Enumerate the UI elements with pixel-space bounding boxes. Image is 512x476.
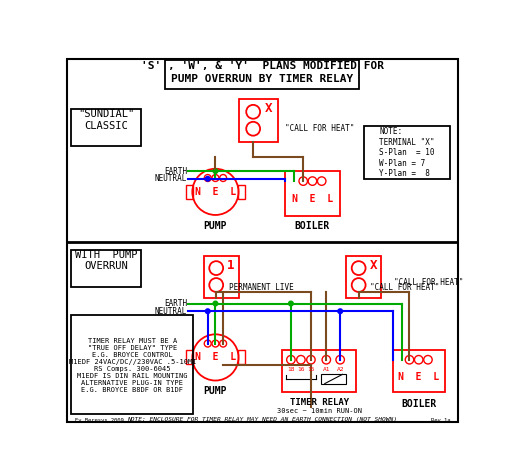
Text: 'S' , 'W', & 'Y'  PLANS MODIFIED FOR: 'S' , 'W', & 'Y' PLANS MODIFIED FOR (141, 61, 384, 71)
Text: EARTH: EARTH (164, 299, 187, 308)
Text: TIMER RELAY: TIMER RELAY (290, 397, 349, 407)
Text: EARTH: EARTH (164, 167, 187, 176)
Text: BOILER: BOILER (401, 398, 436, 408)
Text: PUMP: PUMP (204, 221, 227, 231)
Circle shape (213, 169, 218, 173)
Circle shape (338, 309, 343, 314)
Text: 30sec ~ 10min RUN-ON: 30sec ~ 10min RUN-ON (277, 408, 362, 414)
Text: N  E  L: N E L (398, 372, 439, 382)
Text: PERMANENT LIVE: PERMANENT LIVE (229, 283, 294, 292)
Text: NOTE: ENCLOSURE FOR TIMER RELAY MAY NEED AN EARTH CONNECTION (NOT SHOWN): NOTE: ENCLOSURE FOR TIMER RELAY MAY NEED… (127, 416, 397, 422)
Text: NOTE:
TERMINAL "X"
S-Plan  = 10
W-Plan = 7
Y-Plan =  8: NOTE: TERMINAL "X" S-Plan = 10 W-Plan = … (379, 127, 435, 178)
Text: A1: A1 (323, 367, 330, 372)
Text: A2: A2 (336, 367, 344, 372)
Text: N  E  L: N E L (195, 187, 236, 197)
Text: "CALL FOR HEAT": "CALL FOR HEAT" (370, 283, 439, 292)
Text: 1: 1 (227, 258, 234, 271)
Text: N  E  L: N E L (195, 352, 236, 362)
Text: NEUTRAL: NEUTRAL (155, 174, 187, 183)
Text: WITH  PUMP
OVERRUN: WITH PUMP OVERRUN (75, 249, 137, 271)
Text: PUMP: PUMP (204, 387, 227, 397)
Text: Rev 1a: Rev 1a (431, 418, 450, 423)
Text: 16: 16 (297, 367, 305, 372)
Text: PUMP OVERRUN BY TIMER RELAY: PUMP OVERRUN BY TIMER RELAY (172, 74, 353, 84)
Text: TIMER RELAY MUST BE A
"TRUE OFF DELAY" TYPE
E.G. BROYCE CONTROL
M1EDF 24VAC/DC//: TIMER RELAY MUST BE A "TRUE OFF DELAY" T… (69, 337, 196, 393)
Text: "SUNDIAL"
CLASSIC: "SUNDIAL" CLASSIC (78, 109, 134, 131)
Text: 15: 15 (307, 367, 315, 372)
Text: NEUTRAL: NEUTRAL (155, 307, 187, 316)
Circle shape (205, 177, 210, 181)
Text: X: X (265, 102, 272, 115)
Circle shape (289, 301, 293, 306)
Text: X: X (370, 258, 377, 271)
Text: Ev Beresys 2009: Ev Beresys 2009 (75, 418, 123, 423)
Text: N  E  L: N E L (292, 194, 333, 204)
Circle shape (205, 309, 210, 314)
Text: 18: 18 (287, 367, 294, 372)
Text: BOILER: BOILER (295, 221, 330, 231)
Text: "CALL FOR HEAT": "CALL FOR HEAT" (286, 124, 355, 133)
Circle shape (213, 301, 218, 306)
Text: "CALL FOR HEAT": "CALL FOR HEAT" (394, 278, 463, 287)
